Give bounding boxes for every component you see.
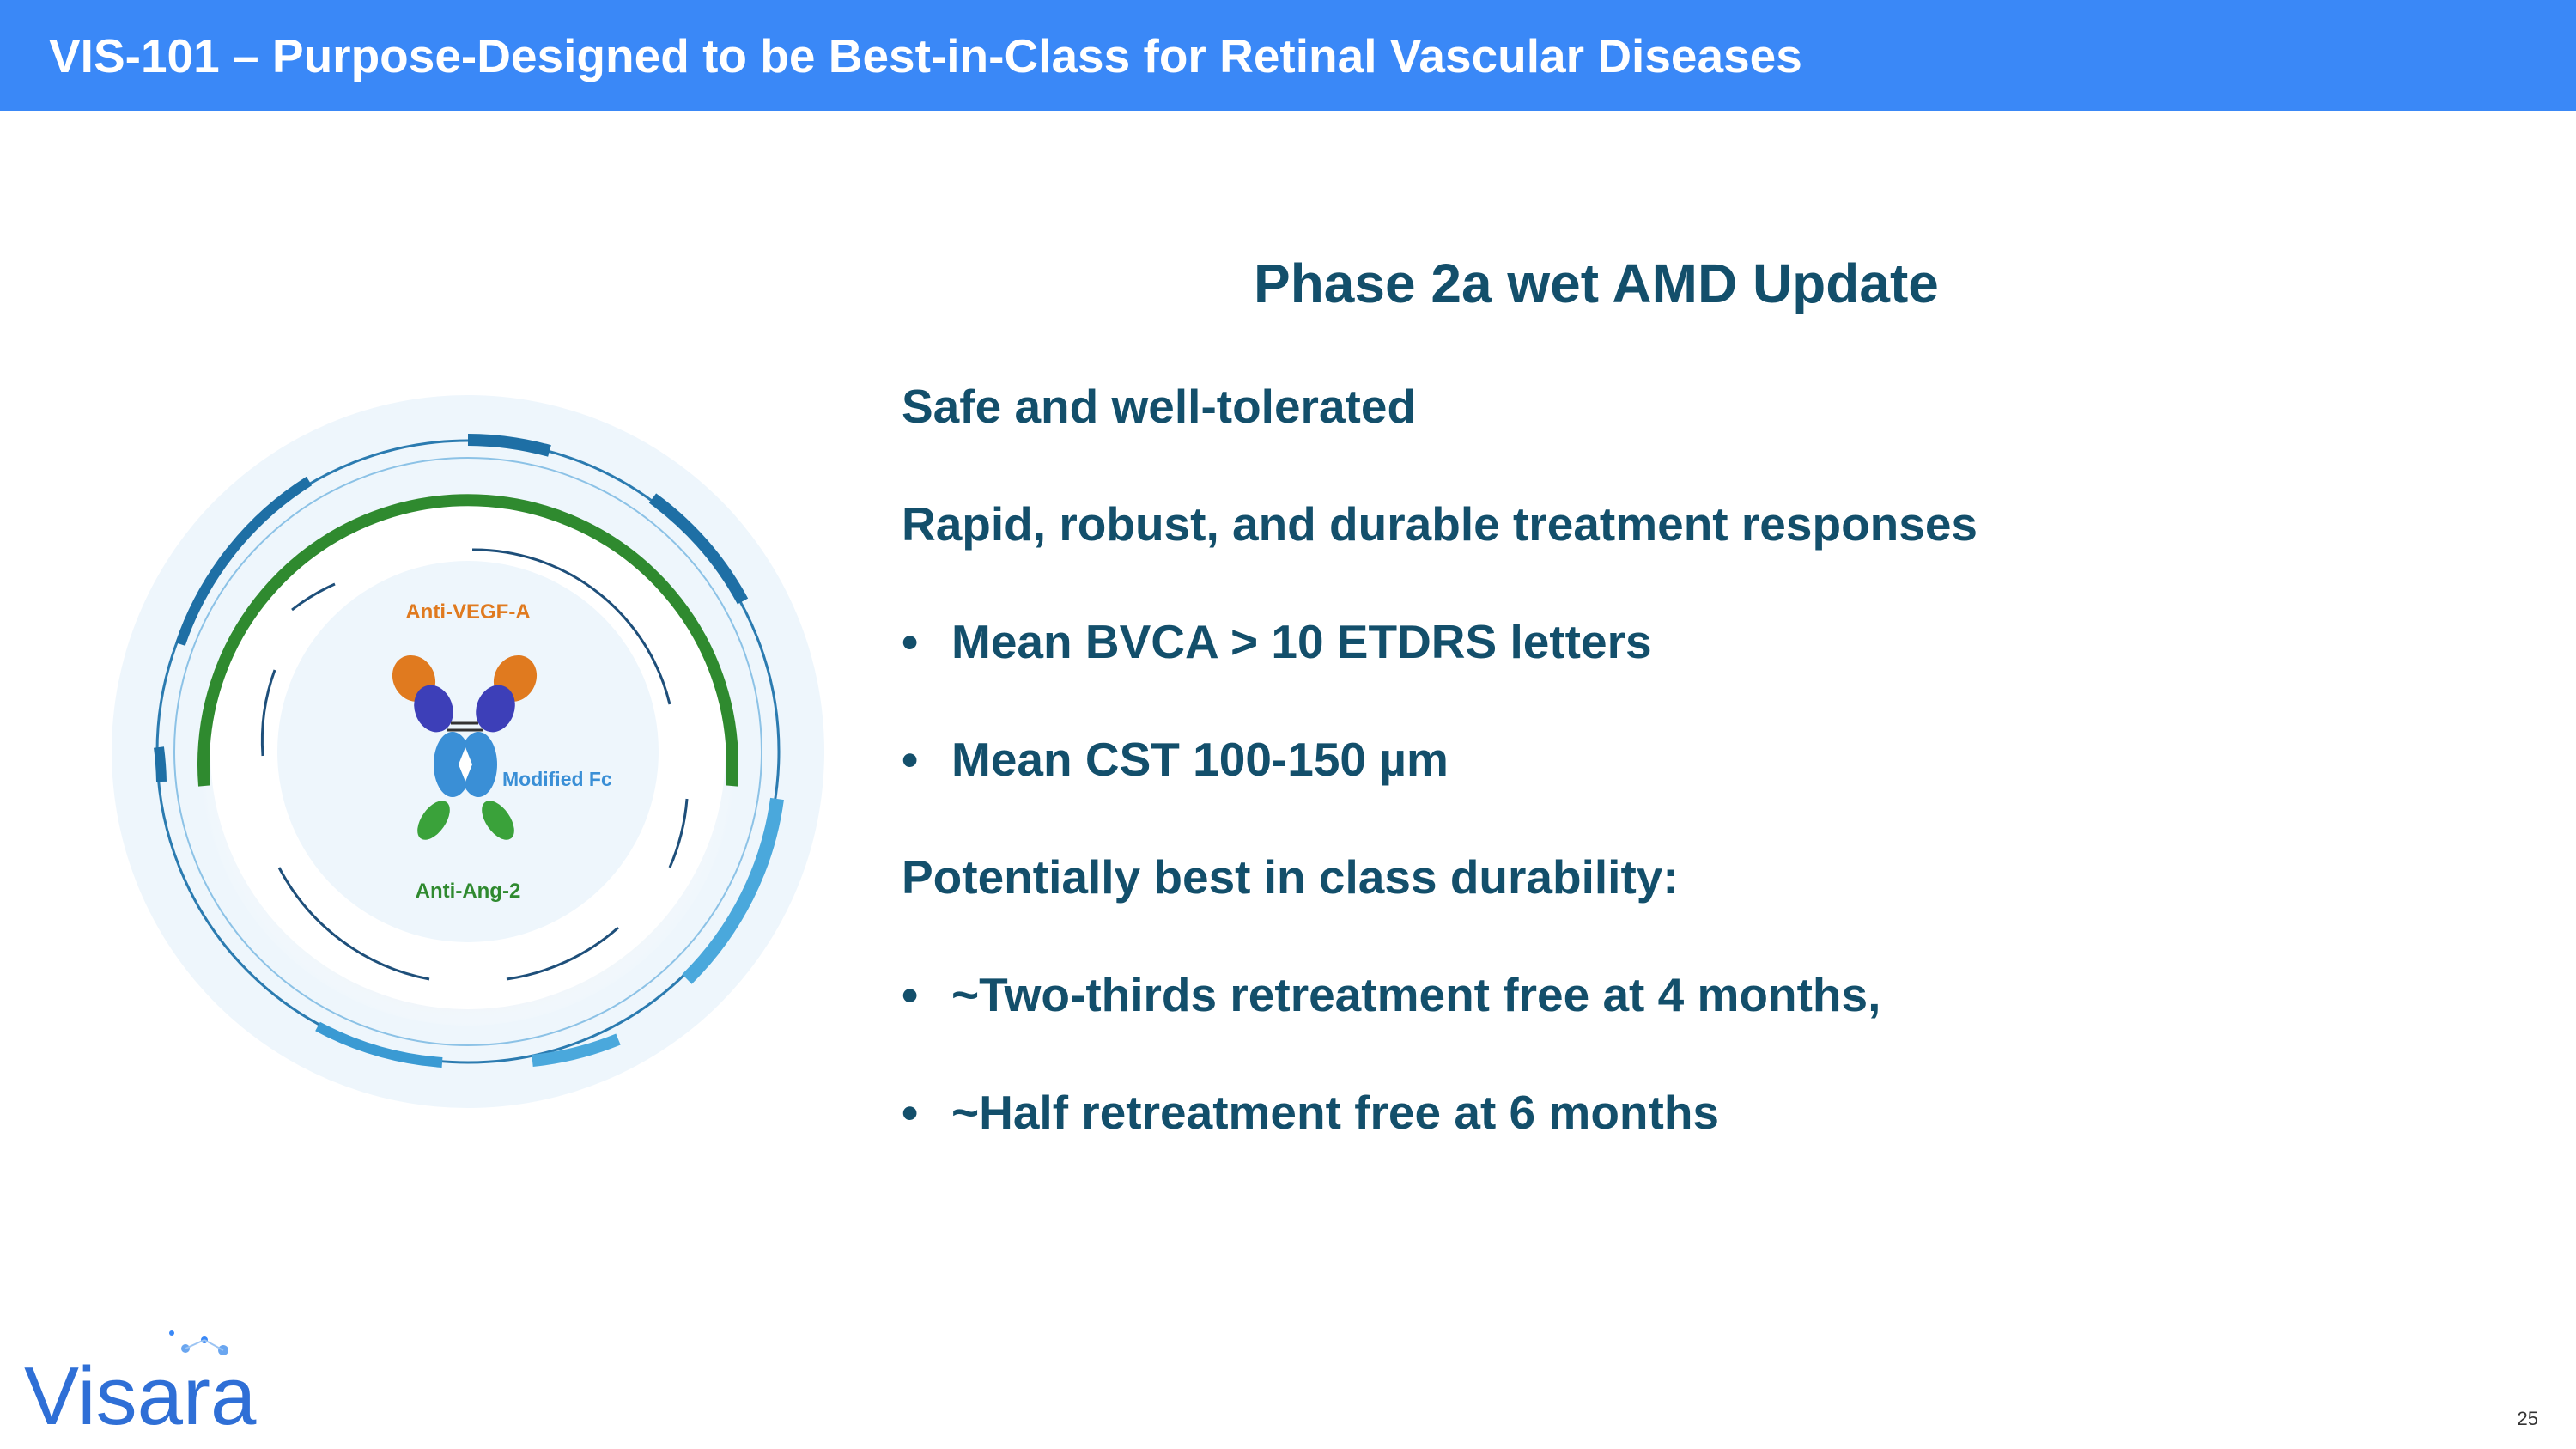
page-number: 25 (2517, 1408, 2538, 1429)
inner-arc (260, 669, 276, 757)
statement-line: Rapid, robust, and durable treatment res… (902, 496, 1978, 552)
inner-arc (291, 582, 336, 612)
green-arc (197, 494, 738, 787)
bullet-item: • Mean CST 100-150 µm (902, 731, 1449, 788)
logo-wordmark: Visara (24, 1350, 257, 1434)
inner-arc (471, 548, 671, 705)
thin-ring-inner (173, 457, 762, 1046)
arc-segment (648, 493, 749, 605)
statement-text: Safe and well-tolerated (902, 380, 1417, 433)
inner-arc (277, 867, 430, 981)
bullet-item: • Mean BVCA > 10 ETDRS letters (902, 613, 1652, 670)
modified-fc-label: Modified Fc (502, 768, 612, 790)
statement-text: Potentially best in class durability: (902, 850, 1679, 904)
bullet-text: ~Half retreatment free at 6 months (951, 1086, 1720, 1139)
header-bar: VIS-101 – Purpose-Designed to be Best-in… (0, 0, 2576, 111)
inner-arc (668, 798, 689, 868)
section-title: Phase 2a wet AMD Update (1254, 253, 1939, 314)
visara-logo: Visara (24, 1330, 257, 1434)
antibody-icon (392, 654, 538, 840)
bullet-marker: • (902, 1086, 919, 1139)
bullet-item: • ~Two-thirds retreatment free at 4 month… (902, 966, 1880, 1023)
antibody-ring-graphic: Anti-VEGF-A Modified Fc Anti-Ang-2 (112, 395, 824, 1108)
statement-line: Safe and well-tolerated (902, 378, 1416, 435)
bullet-item: • ~Half retreatment free at 6 months (902, 1084, 1719, 1141)
bullet-marker: • (902, 733, 919, 786)
bullet-text: Mean CST 100-150 µm (951, 733, 1449, 786)
bullet-text: ~Two-thirds retreatment free at 4 months… (951, 968, 1881, 1021)
arc-segment (315, 1021, 443, 1068)
slide-title: VIS-101 – Purpose-Designed to be Best-in… (49, 29, 1802, 82)
arc-segment (532, 1033, 621, 1067)
arc-segment (682, 797, 784, 984)
bullet-marker: • (902, 615, 919, 668)
statement-line: Potentially best in class durability: (902, 849, 1679, 905)
bullet-text: Mean BVCA > 10 ETDRS letters (951, 615, 1652, 668)
bullet-marker: • (902, 968, 919, 1021)
statement-text: Rapid, robust, and durable treatment res… (902, 497, 1978, 551)
arc-segment (154, 746, 167, 782)
inner-arc (506, 926, 619, 981)
anti-vegf-label: Anti-VEGF-A (405, 600, 530, 624)
anti-ang2-label: Anti-Ang-2 (416, 880, 521, 903)
arc-segment (175, 476, 313, 646)
arc-segment (467, 434, 551, 457)
content-panel: Phase 2a wet AMD Update Safe and well-to… (902, 0, 2533, 1288)
